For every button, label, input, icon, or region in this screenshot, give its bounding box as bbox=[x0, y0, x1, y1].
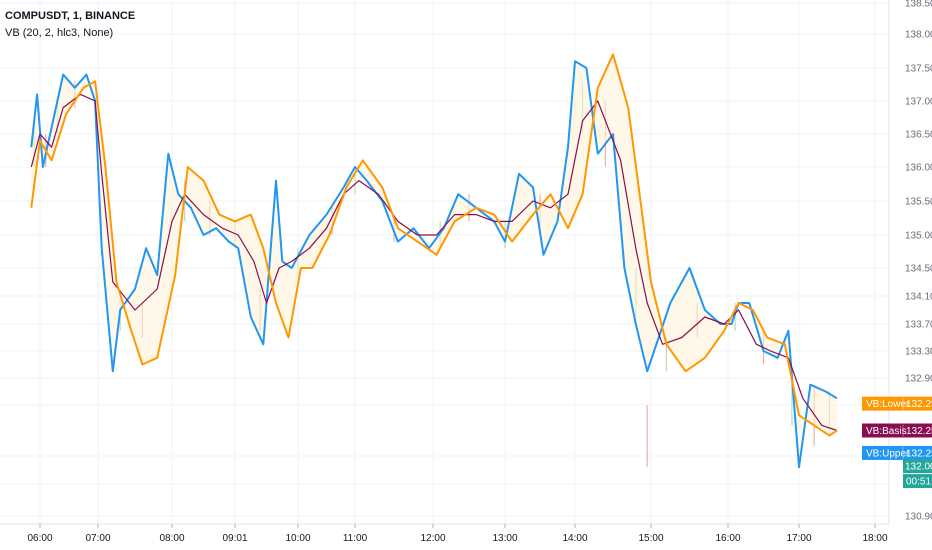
y-tick-label: 133.30 bbox=[905, 347, 932, 358]
last-price-bg bbox=[903, 459, 932, 474]
y-tick-label: 136.50 bbox=[905, 130, 932, 141]
y-tick-label: 134.10 bbox=[905, 292, 932, 303]
x-tick-label: 11:00 bbox=[343, 533, 368, 544]
y-tick-label: 135.00 bbox=[905, 231, 932, 242]
countdown-bg bbox=[903, 474, 932, 489]
y-tick-label: 130.90 bbox=[905, 512, 932, 523]
price-tag-bg bbox=[862, 423, 932, 438]
y-tick-label: 132.90 bbox=[905, 374, 932, 385]
y-tick-label: 138.50 bbox=[905, 0, 932, 10]
indicator-series bbox=[30, 53, 838, 469]
grid bbox=[0, 0, 889, 524]
symbol-title[interactable]: COMPUSDT, 1, BINANCE bbox=[5, 10, 136, 22]
x-tick-label: 08:00 bbox=[159, 533, 184, 544]
price-tag-bg bbox=[862, 396, 932, 411]
y-tick-label: 135.50 bbox=[905, 197, 932, 208]
time-axis[interactable]: 06:00 07:00 08:00 09:01 10:00 11:00 12:00 13:00… bbox=[27, 524, 888, 544]
price-axis[interactable]: 138.50 138.00 137.50 137.00 136.50 136.00 135.… bbox=[905, 0, 932, 523]
indicator-legend[interactable]: VB (20, 2, hlc3, None) bbox=[5, 27, 114, 39]
x-tick-label: 18:00 bbox=[862, 533, 887, 544]
x-tick-label: 15:00 bbox=[638, 533, 663, 544]
x-tick-label: 07:00 bbox=[85, 533, 110, 544]
price-tag-bg bbox=[862, 445, 932, 460]
price-tag-value: 132.25 bbox=[906, 448, 932, 459]
price-tag-label: VB:Basis bbox=[866, 426, 907, 437]
x-tick-label: 06:00 bbox=[27, 533, 52, 544]
y-tick-label: 136.00 bbox=[905, 163, 932, 174]
x-tick-label: 14:00 bbox=[562, 533, 587, 544]
x-tick-label: 13:00 bbox=[492, 533, 517, 544]
price-tag-value: 132.25 bbox=[906, 399, 932, 410]
series-line-upper bbox=[30, 60, 838, 469]
series-line-basis bbox=[30, 93, 838, 432]
price-tag-value: 132.25 bbox=[906, 426, 932, 437]
series-line-lower bbox=[30, 53, 838, 437]
price-tags: VB:Lower132.25VB:Basis132.25VB:Upper132.… bbox=[862, 396, 932, 489]
x-tick-label: 10:00 bbox=[285, 533, 310, 544]
last-price-tag: 132.00 bbox=[903, 459, 932, 474]
countdown-tag: 00:51 bbox=[903, 474, 932, 489]
countdown-value: 00:51 bbox=[906, 477, 931, 488]
y-tick-label: 138.00 bbox=[905, 30, 932, 41]
x-tick-label: 17:00 bbox=[786, 533, 811, 544]
y-tick-label: 133.70 bbox=[905, 320, 932, 331]
x-tick-label: 16:00 bbox=[715, 533, 740, 544]
last-price-value: 132.00 bbox=[905, 462, 932, 473]
price-tag-label: VB:Lower bbox=[866, 399, 910, 410]
y-tick-label: 137.00 bbox=[905, 97, 932, 108]
y-tick-label: 137.50 bbox=[905, 64, 932, 75]
x-tick-label: 09:01 bbox=[222, 533, 247, 544]
price-tag-label: VB:Upper bbox=[866, 448, 910, 459]
x-tick-label: 12:00 bbox=[420, 533, 445, 544]
y-tick-label: 134.50 bbox=[905, 264, 932, 275]
